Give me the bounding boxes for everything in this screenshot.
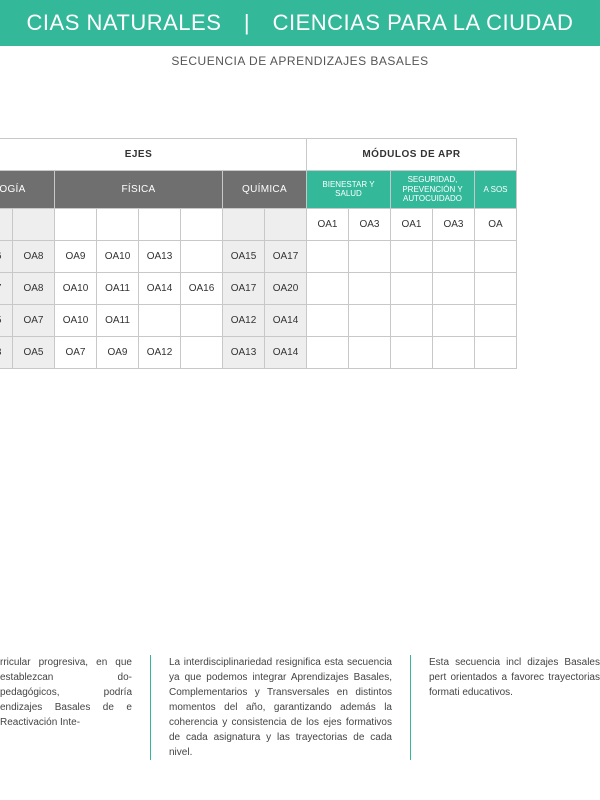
module-code: OA3 [433,208,475,240]
oa-cell: OA12 [139,336,181,368]
oa-cell: OA5 [13,336,55,368]
oa-cell: OA16 [181,272,223,304]
empty-cell [181,208,223,240]
oa-cell: OA11 [97,272,139,304]
module-code: OA [475,208,517,240]
empty-cell [0,208,13,240]
table-row: OA7 OA8 OA10 OA11 OA14 OA16 OA17 OA20 [0,272,517,304]
empty-cell [475,336,517,368]
header-title: CIAS NATURALES | CIENCIAS PARA LA CIUDAD [27,10,574,35]
empty-cell [265,208,307,240]
text-columns: rricular progresiva, en que establezcan … [0,655,600,760]
table-container: EJES MÓDULOS DE APR OGÍA FÍSICA QUÍMICA … [0,138,600,369]
oa-cell: OA9 [97,336,139,368]
empty-cell [223,208,265,240]
empty-cell [391,304,433,336]
empty-cell [13,208,55,240]
table-row: OA5 OA7 OA10 OA11 OA12 OA14 [0,304,517,336]
oa-cell: OA8 [13,240,55,272]
empty-cell [349,240,391,272]
module-code: OA1 [307,208,349,240]
oa-cell: OA14 [139,272,181,304]
header-subtitle: SECUENCIA DE APRENDIZAJES BASALES [0,54,600,68]
oa-cell: OA6 [0,240,13,272]
paragraph-center: La interdisciplinariedad resignifica est… [150,655,410,760]
oa-cell: OA11 [97,304,139,336]
super-header-row: EJES MÓDULOS DE APR [0,139,517,171]
oa-cell: OA8 [13,272,55,304]
empty-cell [475,304,517,336]
empty-cell [433,272,475,304]
empty-cell [391,272,433,304]
oa-cell: OA3 [0,336,13,368]
oa-cell: OA13 [223,336,265,368]
biologia-header: OGÍA [0,171,55,209]
empty-cell [433,336,475,368]
oa-cell: OA17 [223,272,265,304]
modulos-header: MÓDULOS DE APR [307,139,517,171]
header-band: CIAS NATURALES | CIENCIAS PARA LA CIUDAD [0,0,600,46]
bienestar-header: BIENESTAR Y SALUD [307,171,391,209]
empty-cell [349,336,391,368]
empty-cell [349,272,391,304]
code-header-row: OA1 OA3 OA1 OA3 OA [0,208,517,240]
empty-cell [475,272,517,304]
oa-cell [139,304,181,336]
oa-cell: OA10 [55,272,97,304]
empty-cell [307,240,349,272]
oa-cell: OA12 [223,304,265,336]
oa-cell: OA14 [265,304,307,336]
empty-cell [433,304,475,336]
table-row: OA3 OA5 OA7 OA9 OA12 OA13 OA14 [0,336,517,368]
ejes-header: EJES [0,139,307,171]
module-code: OA1 [391,208,433,240]
oa-cell: OA20 [265,272,307,304]
oa-cell: OA14 [265,336,307,368]
oa-cell: OA7 [55,336,97,368]
empty-cell [391,336,433,368]
empty-cell [307,336,349,368]
oa-cell: OA10 [97,240,139,272]
oa-cell: OA17 [265,240,307,272]
empty-cell [307,272,349,304]
seguridad-header: SEGURIDAD, PREVENCIÓN Y AUTOCUIDADO [391,171,475,209]
subject-header-row: OGÍA FÍSICA QUÍMICA BIENESTAR Y SALUD SE… [0,171,517,209]
oa-cell: OA10 [55,304,97,336]
fisica-header: FÍSICA [55,171,223,209]
oa-cell: OA15 [223,240,265,272]
oa-cell: OA7 [0,272,13,304]
oa-cell: OA9 [55,240,97,272]
empty-cell [433,240,475,272]
empty-cell [55,208,97,240]
table-row: OA6 OA8 OA9 OA10 OA13 OA15 OA17 [0,240,517,272]
paragraph-right: Esta secuencia incl dizajes Basales pert… [410,655,600,760]
empty-cell [97,208,139,240]
oa-cell [181,304,223,336]
oa-cell: OA7 [13,304,55,336]
oa-cell: OA5 [0,304,13,336]
oa-cell [181,336,223,368]
empty-cell [139,208,181,240]
empty-cell [349,304,391,336]
empty-cell [307,304,349,336]
oa-cell [181,240,223,272]
sos-header: A SOS [475,171,517,209]
quimica-header: QUÍMICA [223,171,307,209]
empty-cell [475,240,517,272]
oa-cell: OA13 [139,240,181,272]
empty-cell [391,240,433,272]
learning-table: EJES MÓDULOS DE APR OGÍA FÍSICA QUÍMICA … [0,138,517,369]
paragraph-left: rricular progresiva, en que establezcan … [0,655,150,760]
module-code: OA3 [349,208,391,240]
